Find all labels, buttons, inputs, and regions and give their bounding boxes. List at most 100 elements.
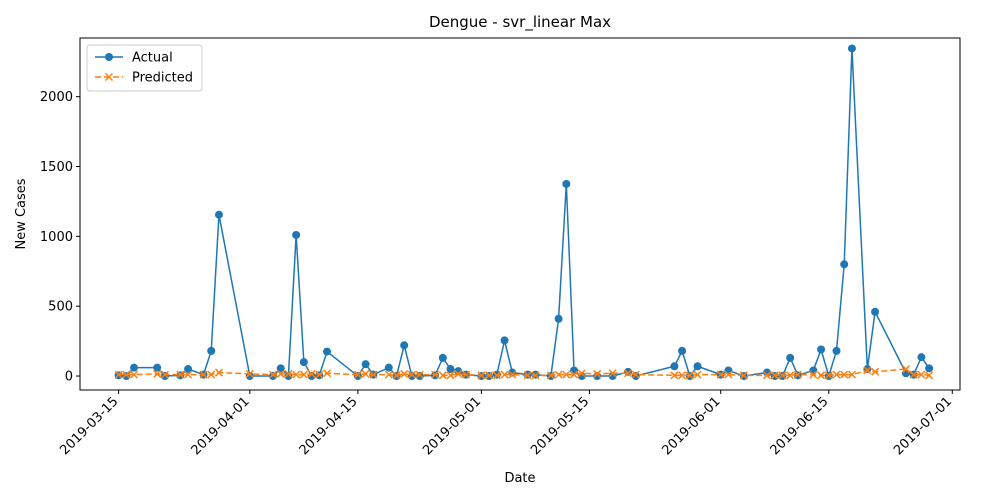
series-line-predicted [118,368,930,377]
data-point [199,370,208,379]
legend-entry-actual: Actual [95,51,173,66]
data-point [122,370,131,379]
data-point [477,371,486,380]
data-point [917,353,926,362]
y-tick-label: 2000 [40,90,73,105]
data-point [207,370,216,379]
data-point [554,370,563,379]
data-point [485,371,494,380]
data-point [446,365,455,374]
data-point [500,336,509,345]
data-point [685,371,694,380]
data-point [817,371,826,380]
series-predicted [114,365,934,380]
data-point [631,370,640,379]
y-tick-label: 500 [48,300,73,315]
data-point [160,370,169,379]
data-point [925,371,934,380]
data-point [369,370,378,379]
data-point [577,369,586,378]
chart-title: Dengue - svr_linear Max [429,13,611,32]
data-point [871,367,880,376]
legend-label: Predicted [132,71,193,86]
data-point [593,369,602,378]
data-point [624,367,633,376]
data-point [122,372,131,381]
data-point [446,371,455,380]
data-point [508,370,517,379]
data-point [492,371,501,380]
data-point [693,362,702,371]
data-point [562,370,571,379]
data-point [323,347,332,356]
data-point [570,370,579,379]
data-point [817,345,826,354]
data-point [184,365,193,374]
y-axis-title: New Cases [14,178,29,249]
data-point [438,353,447,362]
data-point [840,260,849,269]
data-point [276,369,285,378]
data-point [670,371,679,380]
data-point [268,370,278,379]
data-point [778,371,787,380]
data-point [454,369,463,378]
data-point [863,366,872,375]
y-tick-label: 1000 [40,230,73,245]
data-point [554,314,563,323]
data-point [130,370,139,379]
data-point [184,370,193,379]
data-point [214,368,223,377]
data-point [415,372,424,381]
data-point [762,371,772,380]
y-tick-label: 1500 [40,160,73,175]
data-point [292,230,301,239]
data-point [400,369,409,378]
data-point [608,372,617,381]
data-point [608,369,617,378]
data-point [624,369,633,378]
data-point [523,371,532,380]
data-point [631,372,640,381]
data-point [384,370,393,379]
data-point [407,372,416,381]
data-point [207,346,216,355]
data-point [268,372,277,381]
data-point [461,370,470,379]
data-point [670,362,679,371]
data-point [678,346,687,355]
data-point [176,370,185,379]
data-point [454,367,463,376]
x-axis-title: Date [504,471,535,486]
data-point [130,363,139,372]
data-point [392,371,401,380]
data-point [361,369,370,378]
data-point [724,366,733,375]
data-point [809,370,818,379]
data-point [153,363,162,372]
data-point [901,365,910,374]
data-point [400,341,409,350]
data-point [786,353,795,362]
data-point [531,371,540,380]
data-point [562,179,571,188]
data-point [847,44,856,53]
data-point [763,368,772,377]
legend-label: Actual [132,51,173,66]
data-point [832,370,841,379]
data-point [299,358,308,367]
data-point [724,370,733,379]
data-point [824,371,833,380]
data-point [407,370,416,379]
data-point [431,370,440,379]
data-point [299,370,308,379]
legend-marker [105,53,113,61]
data-point [114,370,123,379]
y-tick-label: 0 [65,370,73,385]
data-point [353,370,362,379]
data-point [693,370,702,379]
data-point [546,371,555,380]
data-point [847,370,856,379]
data-point [292,370,301,379]
